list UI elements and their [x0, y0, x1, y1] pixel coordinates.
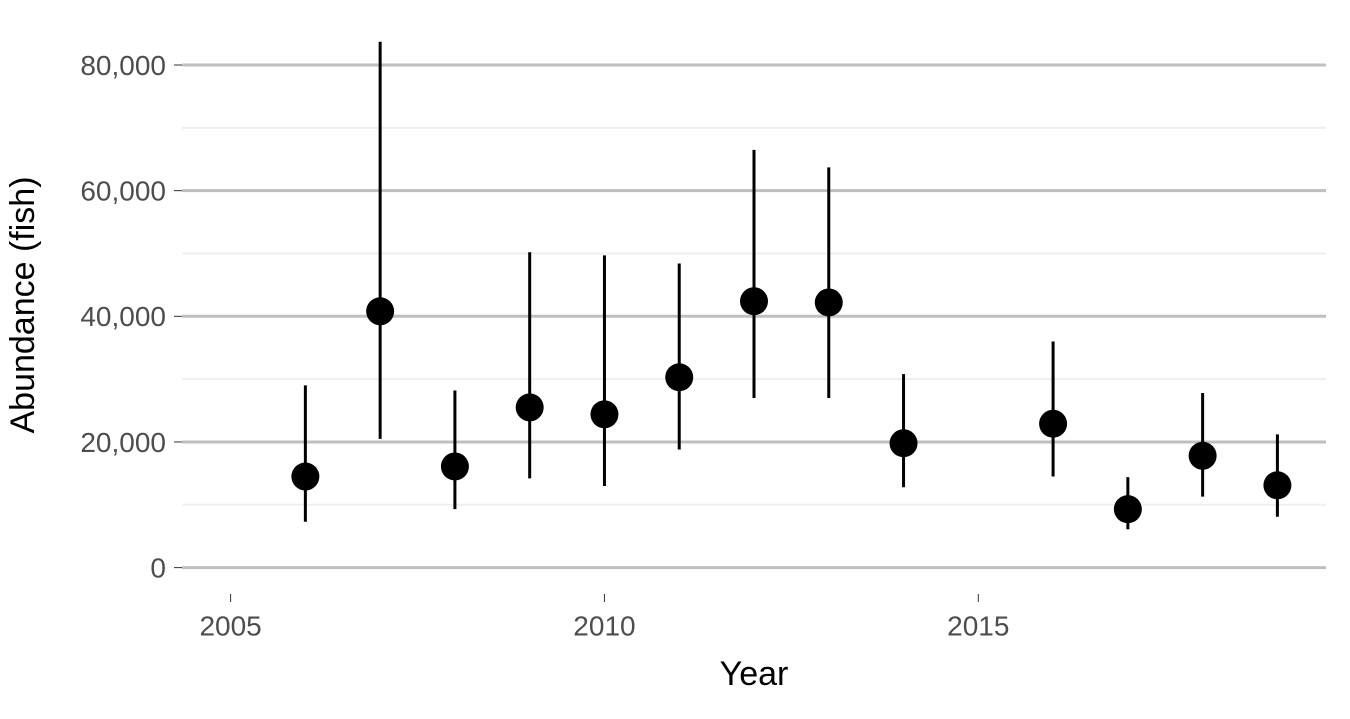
- data-point: [1263, 471, 1291, 499]
- data-point: [665, 363, 693, 391]
- data-point: [1114, 495, 1142, 523]
- x-tick-label: 2010: [573, 611, 635, 642]
- data-point: [291, 463, 319, 491]
- data-point: [1039, 410, 1067, 438]
- data-point: [740, 287, 768, 315]
- data-point: [516, 393, 544, 421]
- data-point: [815, 288, 843, 316]
- y-tick-labels: 0 20,000 40,000 60,000 80,000: [80, 50, 166, 584]
- x-tick-label: 2005: [199, 611, 261, 642]
- x-axis-title: Year: [720, 655, 789, 693]
- data-point: [366, 297, 394, 325]
- data-point: [1189, 442, 1217, 470]
- x-tick-marks: [231, 594, 979, 602]
- y-axis-title: Abundance (fish): [4, 176, 42, 433]
- y-tick-label: 60,000: [80, 175, 166, 206]
- data-point: [890, 429, 918, 457]
- x-tick-label: 2015: [947, 611, 1009, 642]
- x-tick-labels: 2005 2010 2015: [199, 611, 1009, 642]
- y-tick-label: 20,000: [80, 427, 166, 458]
- y-tick-label: 0: [150, 552, 166, 583]
- y-tick-label: 80,000: [80, 50, 166, 81]
- chart-container: 2005 2010 2015 0 20,000 40,000 60,000 80,000 Y…: [0, 0, 1350, 719]
- data-point: [441, 452, 469, 480]
- data-point: [590, 400, 618, 428]
- abundance-chart: 2005 2010 2015 0 20,000 40,000 60,000 80,000 Y…: [0, 0, 1350, 719]
- y-tick-marks: [174, 65, 182, 568]
- y-tick-label: 40,000: [80, 301, 166, 332]
